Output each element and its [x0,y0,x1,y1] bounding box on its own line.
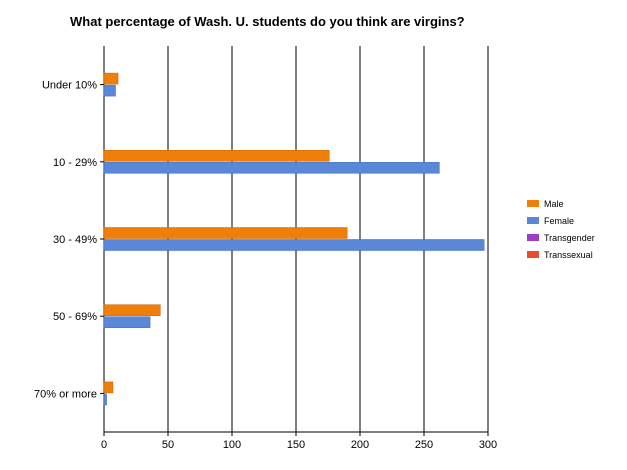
y-tick-label: Under 10% [42,80,97,92]
bar-female [103,84,116,97]
x-tick-label: 100 [223,439,241,451]
x-tick-label: 300 [479,439,497,451]
bar-male [103,227,348,239]
bar-female [103,393,107,406]
legend-label-female: Female [544,216,574,226]
x-tick-label: 150 [287,439,305,451]
legend-label-male: Male [544,199,564,209]
y-tick-label: 10 - 29% [53,157,97,169]
legend-label-transsexual: Transsexual [544,250,593,260]
bar-female [103,316,151,328]
legend-swatch-transsexual [527,251,539,258]
x-tick-label: 200 [351,439,369,451]
legend-swatch-transgender [527,234,539,241]
x-tick-label: 0 [101,439,107,451]
legend-swatch-female [527,217,539,224]
y-tick-label: 50 - 69% [53,311,97,323]
bar-male [103,381,114,394]
bar-male [103,72,119,85]
x-tick-label: 250 [415,439,433,451]
bar-female [103,162,440,174]
bar-female [103,239,485,251]
x-tick-label: 50 [162,439,174,451]
chart-title: What percentage of Wash. U. students do … [70,14,465,29]
bar-male [103,304,161,316]
legend-swatch-male [527,200,539,207]
bar-male [103,150,330,162]
y-tick-label: 70% or more [34,388,97,400]
legend-label-transgender: Transgender [544,233,595,243]
y-tick-label: 30 - 49% [53,234,97,246]
